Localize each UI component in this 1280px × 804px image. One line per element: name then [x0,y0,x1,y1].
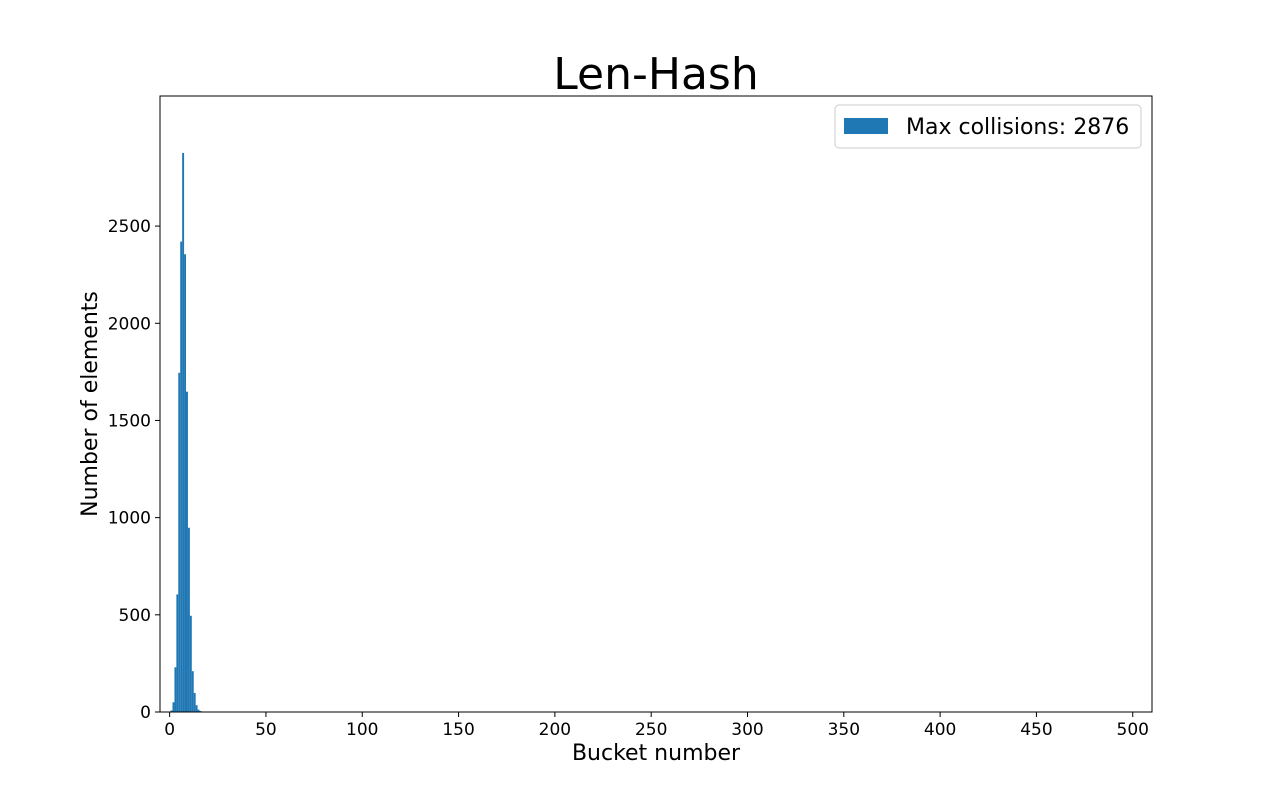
y-tick-label: 2500 [108,217,151,237]
x-tick-label: 300 [731,720,763,740]
legend-swatch [844,118,888,134]
bar [190,616,192,712]
bar [186,392,188,712]
legend: Max collisions: 2876 [835,105,1141,148]
x-tick-label: 50 [255,720,277,740]
bar [182,153,184,712]
x-tick-label: 250 [635,720,667,740]
x-tick-label: 400 [924,720,956,740]
y-axis-ticks: 0 500 1000 1500 2000 2500 [108,217,160,723]
legend-label: Max collisions: 2876 [906,115,1129,140]
x-tick-label: 350 [828,720,860,740]
y-axis-label: Number of elements [78,291,103,517]
bar [176,594,178,712]
bar [174,667,176,712]
bar [184,254,186,712]
x-axis-ticks: 0 50 100 150 200 250 300 350 400 450 500 [164,712,1149,740]
y-tick-label: 1000 [108,509,151,529]
y-tick-label: 2000 [108,314,151,334]
y-tick-label: 1500 [108,411,151,431]
bar [192,671,194,712]
bar [188,528,190,712]
bar [173,702,175,712]
plot-area [160,96,1152,712]
x-tick-label: 0 [164,720,175,740]
chart-title: Len-Hash [553,49,758,100]
y-tick-label: 500 [119,606,151,626]
plot-background [160,96,1152,712]
x-tick-label: 500 [1117,720,1149,740]
x-tick-label: 100 [346,720,378,740]
x-tick-label: 150 [442,720,474,740]
bar [196,705,198,712]
bar [194,693,196,712]
x-tick-label: 200 [539,720,571,740]
x-axis-label: Bucket number [572,741,741,766]
x-tick-label: 450 [1020,720,1052,740]
y-tick-label: 0 [140,703,151,723]
bar [178,373,180,712]
bar [180,242,182,712]
